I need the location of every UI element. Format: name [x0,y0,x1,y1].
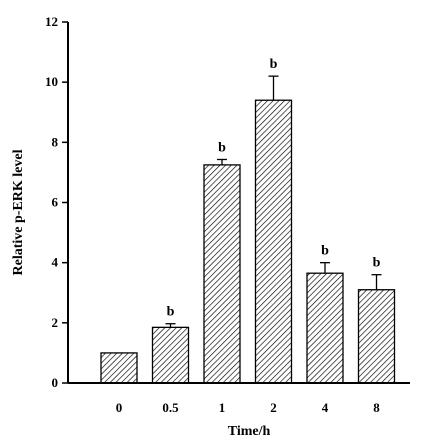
x-tick-label: 0 [116,400,123,415]
y-tick-label: 2 [52,315,59,330]
x-tick-label: 8 [373,400,380,415]
y-tick-label: 6 [52,195,59,210]
bar-0.5 [151,326,190,384]
y-tick-label: 4 [52,255,59,270]
significance-label-1: b [218,140,226,155]
error-bars-group [165,75,382,328]
bars-group [100,99,396,384]
bar-4 [306,272,344,384]
y-axis-title: Relative p-ERK level [11,149,26,275]
bar-8 [357,289,396,384]
x-tick-label: 1 [219,400,226,415]
bar-0 [100,352,138,384]
x-axis-title: Time/h [228,424,271,439]
bar-1 [203,164,241,384]
x-ticks-group: 0 0.5 1 2 4 8 [116,400,381,415]
significance-label-2: b [270,57,278,72]
y-tick-label: 0 [52,375,59,390]
y-tick-label: 10 [45,74,58,89]
y-tick-label: 8 [52,134,59,149]
x-tick-label: 0.5 [162,400,179,415]
significance-label-0.5: b [167,305,175,320]
y-ticks-group: 0 2 4 6 8 10 12 [45,14,68,390]
significance-label-8: b [373,256,381,271]
x-tick-label: 4 [322,400,329,415]
significance-label-4: b [321,244,329,259]
x-tick-label: 2 [270,400,277,415]
y-tick-label: 12 [45,14,58,29]
bar-2 [254,99,293,384]
significance-labels-group: b b b b b [167,57,381,320]
